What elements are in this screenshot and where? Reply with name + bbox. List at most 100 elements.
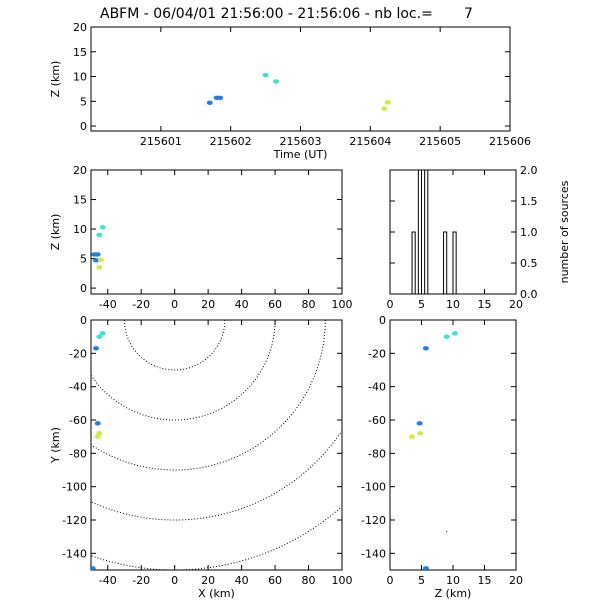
source-point-yellow bbox=[417, 431, 424, 436]
panel-time-z bbox=[90, 26, 511, 132]
y-tick-label: 5 bbox=[80, 95, 87, 108]
range-rings bbox=[91, 320, 342, 570]
histogram-bar bbox=[443, 231, 448, 295]
y-tick-label: -20 bbox=[69, 347, 87, 360]
x-tick-label: 40 bbox=[235, 298, 249, 311]
panel-z-y bbox=[389, 319, 517, 571]
source-point-cyan bbox=[96, 232, 103, 238]
x-tick-label: 100 bbox=[332, 574, 353, 587]
source-point-yellow bbox=[96, 265, 103, 270]
figure-title: ABFM - 06/04/01 21:56:00 - 21:56:06 - nb… bbox=[100, 6, 473, 22]
x-tick-label: 0 bbox=[387, 298, 394, 311]
x-tick-label: -20 bbox=[132, 574, 150, 587]
data-points bbox=[91, 225, 106, 270]
source-point-blue bbox=[217, 95, 224, 101]
y-tick-label: 1.5 bbox=[520, 195, 538, 208]
y-tick-label: -40 bbox=[368, 381, 386, 394]
source-point-yellow bbox=[409, 434, 416, 439]
y-tick-label: -80 bbox=[69, 447, 87, 460]
x-tick-label: 5 bbox=[418, 574, 425, 587]
y-tick-label: -80 bbox=[368, 447, 386, 460]
source-point-cyan bbox=[262, 72, 269, 78]
y-tick-label: 5 bbox=[80, 253, 87, 266]
histogram-bar bbox=[424, 169, 429, 295]
x-axis-label: Z (km) bbox=[435, 587, 472, 600]
source-point-blue bbox=[422, 566, 429, 570]
y-tick-label: -120 bbox=[62, 514, 87, 527]
y-axis-label: Z (km) bbox=[49, 214, 62, 251]
data-points bbox=[206, 72, 391, 111]
source-point-cyan bbox=[451, 331, 458, 336]
y-tick-label: -140 bbox=[62, 547, 87, 560]
y-tick-label: 0.0 bbox=[520, 288, 538, 301]
x-axis-label: Time (UT) bbox=[273, 148, 328, 161]
x-tick-label: 60 bbox=[268, 298, 282, 311]
y-tick-label: 0 bbox=[80, 282, 87, 295]
source-point-blue bbox=[94, 252, 101, 257]
y-tick-label: 0.5 bbox=[520, 257, 538, 270]
y-tick-label: -120 bbox=[361, 514, 386, 527]
y-axis-label: Z (km) bbox=[49, 61, 62, 98]
x-tick-label: 10 bbox=[446, 574, 460, 587]
y-tick-label: 10 bbox=[73, 223, 87, 236]
y-tick-label: -100 bbox=[361, 481, 386, 494]
x-tick-label: 5 bbox=[418, 298, 425, 311]
x-tick-label: 20 bbox=[509, 298, 523, 311]
source-point-yellow bbox=[384, 100, 391, 105]
y-tick-label: -20 bbox=[368, 347, 386, 360]
source-point-yellow bbox=[381, 106, 388, 111]
source-point-blue bbox=[91, 566, 96, 570]
x-tick-label: 40 bbox=[235, 574, 249, 587]
x-tick-label: 80 bbox=[302, 574, 316, 587]
x-tick-label: 0 bbox=[171, 298, 178, 311]
x-tick-label: 0 bbox=[171, 574, 178, 587]
y-tick-label: -100 bbox=[62, 481, 87, 494]
x-tick-label: -40 bbox=[99, 574, 117, 587]
x-axis-label: X (km) bbox=[198, 587, 235, 600]
x-tick-label: 215601 bbox=[140, 135, 182, 148]
y-tick-label: 10 bbox=[73, 71, 87, 84]
x-tick-label: 60 bbox=[268, 574, 282, 587]
histogram-bar bbox=[452, 231, 457, 295]
source-point-blue bbox=[94, 421, 101, 426]
source-point-yellow bbox=[98, 257, 105, 262]
y-tick-label: 2.0 bbox=[520, 164, 538, 177]
x-tick-label: 215606 bbox=[489, 135, 531, 148]
panel-frame bbox=[90, 169, 343, 295]
y-axis-label: number of sources bbox=[558, 180, 571, 283]
x-tick-label: 215602 bbox=[210, 135, 252, 148]
x-tick-label: 20 bbox=[201, 298, 215, 311]
x-tick-label: 100 bbox=[332, 298, 353, 311]
data-points bbox=[91, 331, 106, 570]
x-tick-label: 20 bbox=[201, 574, 215, 587]
histogram-bar bbox=[411, 231, 416, 295]
source-point-cyan bbox=[273, 79, 280, 84]
x-tick-label: 215603 bbox=[280, 135, 322, 148]
source-point-blue bbox=[93, 258, 100, 263]
source-point-blue bbox=[93, 346, 100, 351]
x-tick-label: -20 bbox=[132, 298, 150, 311]
source-point-cyan bbox=[99, 331, 106, 336]
y-tick-label: -40 bbox=[69, 381, 87, 394]
y-tick-label: -140 bbox=[361, 547, 386, 560]
y-tick-label: 0 bbox=[379, 314, 386, 327]
y-tick-label: 0 bbox=[80, 314, 87, 327]
range-ring bbox=[123, 320, 226, 371]
source-point-cyan bbox=[99, 225, 106, 230]
source-point-blue bbox=[416, 421, 423, 426]
x-tick-label: 215604 bbox=[349, 135, 391, 148]
panel-x-y bbox=[90, 319, 343, 571]
y-tick-label: 20 bbox=[73, 21, 87, 34]
source-point-cyan bbox=[443, 334, 450, 339]
y-tick-label: 0 bbox=[80, 120, 87, 133]
x-tick-label: 15 bbox=[478, 298, 492, 311]
y-tick-label: 1.0 bbox=[520, 226, 538, 239]
data-points bbox=[409, 331, 458, 570]
source-point-blue bbox=[422, 346, 429, 351]
x-tick-label: 15 bbox=[478, 574, 492, 587]
x-tick-label: 10 bbox=[446, 298, 460, 311]
histogram bbox=[390, 169, 516, 295]
panel-frame bbox=[90, 319, 343, 571]
y-tick-label: 15 bbox=[73, 194, 87, 207]
